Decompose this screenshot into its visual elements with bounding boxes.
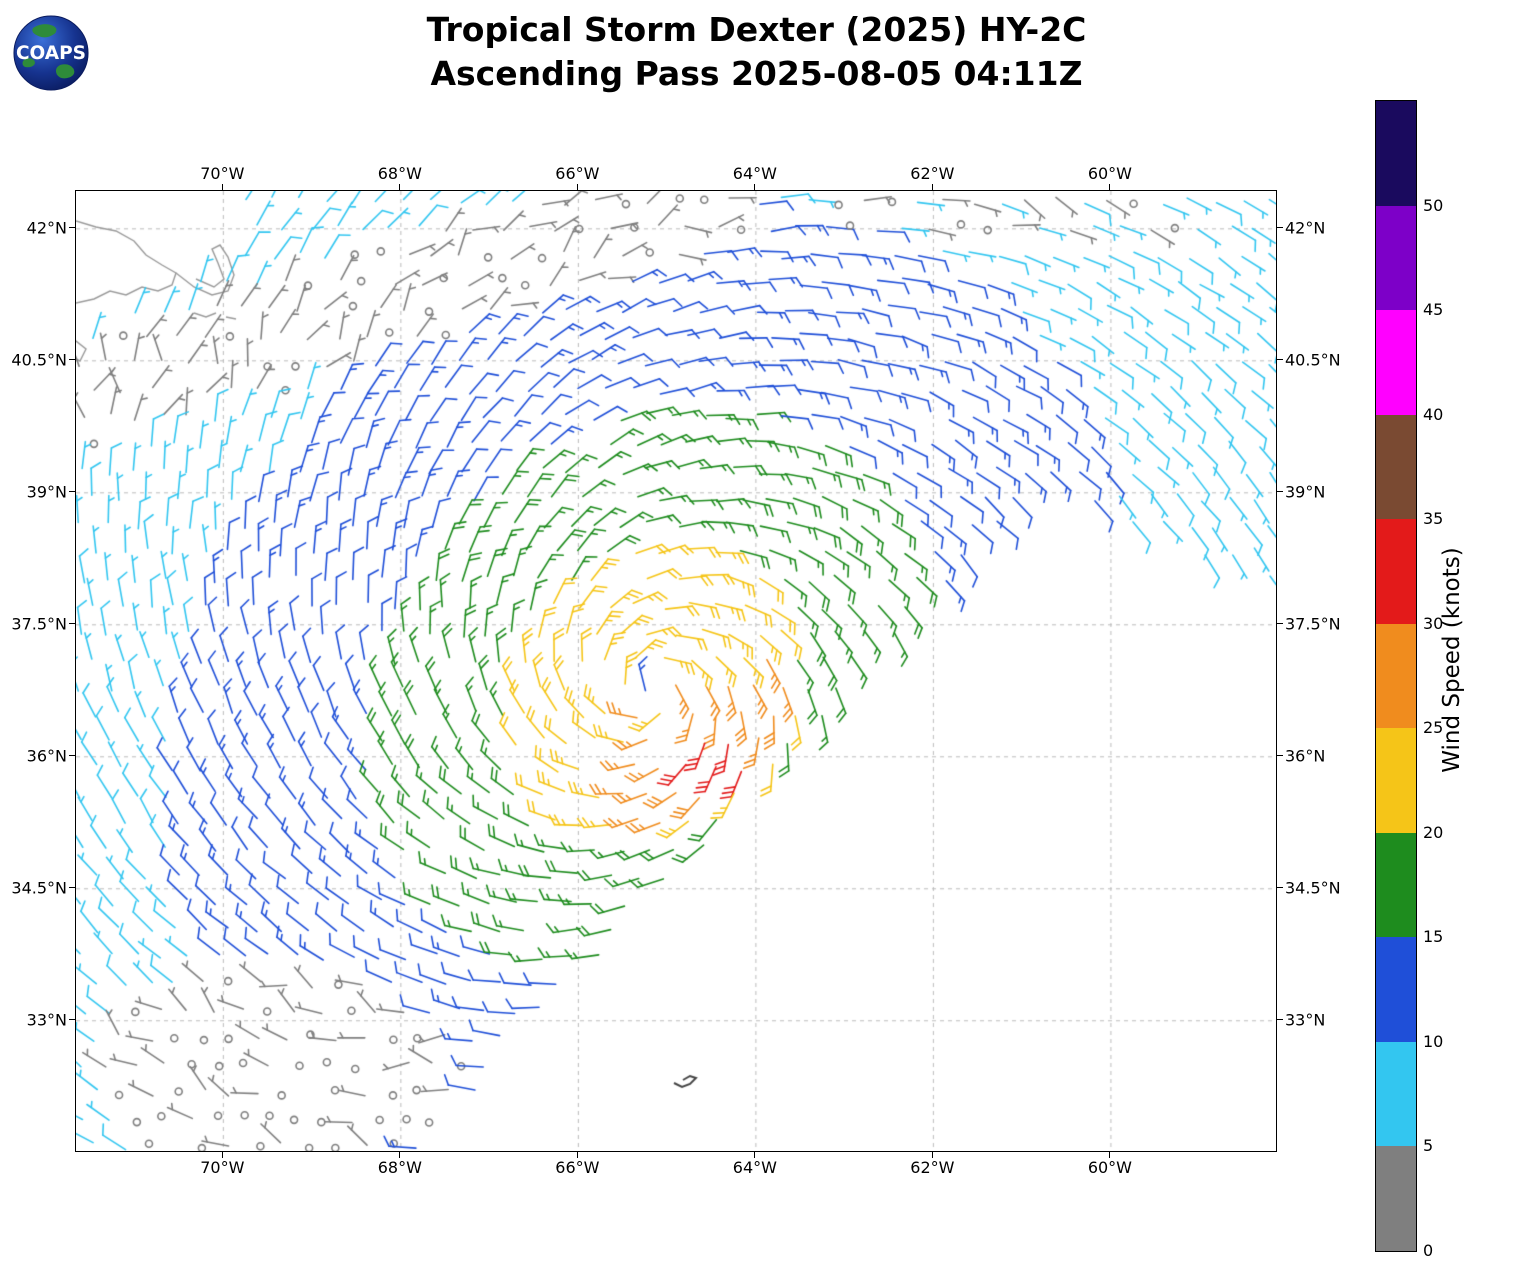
axis-tick-label: 62°W [910,164,955,183]
colorbar-segment [1376,1146,1416,1251]
coaps-logo: COAPS [13,15,89,91]
axis-tick-mark [1109,1152,1111,1158]
colorbar-segment [1376,101,1416,206]
axis-tick-mark [931,184,933,190]
axis-tick-mark [1277,491,1283,493]
colorbar-tick-label: 15 [1423,927,1444,947]
colorbar-tick-label: 30 [1423,613,1444,633]
axis-tick-mark [1277,887,1283,889]
axis-tick-label: 40.5°N [11,350,67,370]
axis-tick-mark [399,184,401,190]
axis-tick-mark [1277,755,1283,757]
axis-tick-mark [754,184,756,190]
colorbar-segment [1376,623,1416,729]
colorbar-tick-label: 40 [1423,404,1444,424]
axis-tick-label: 64°W [732,164,777,183]
axis-tick-mark [221,1152,223,1158]
axis-tick-mark [1277,623,1283,625]
axis-tick-label: 66°W [555,164,600,183]
colorbar-segment [1376,414,1416,520]
axis-tick-mark [1109,184,1111,190]
wind-barb-canvas [76,191,1276,1151]
axis-tick-label: 36°N [26,746,67,766]
axis-tick-label: 36°N [1285,746,1326,766]
axis-tick-mark [1277,227,1283,229]
colorbar-tick-label: 25 [1423,718,1444,738]
logo-text: COAPS [16,43,86,64]
axis-tick-label: 42°N [26,218,67,238]
axis-tick-mark [1277,1019,1283,1021]
axis-tick-label: 66°W [555,1158,600,1177]
axis-tick-mark [69,1019,75,1021]
colorbar-segment [1376,519,1416,624]
axis-tick-label: 64°W [732,1158,777,1177]
axis-tick-label: 37.5°N [11,614,67,634]
axis-tick-mark [221,184,223,190]
colorbar-tick-label: 20 [1423,822,1444,842]
colorbar-tick-label: 35 [1423,509,1444,529]
axis-tick-mark [69,359,75,361]
chart-title-line2: Ascending Pass 2025-08-05 04:11Z [430,53,1083,93]
colorbar-tick-label: 0 [1423,1241,1434,1260]
axis-tick-mark [69,755,75,757]
axis-tick-label: 68°W [377,1158,422,1177]
axis-tick-label: 68°W [377,164,422,183]
axis-tick-label: 40.5°N [1285,350,1341,370]
axis-tick-mark [1277,359,1283,361]
axis-tick-label: 33°N [1285,1010,1326,1030]
colorbar-tick-label: 45 [1423,300,1444,320]
colorbar-tick-label: 10 [1423,1031,1444,1051]
axis-tick-mark [754,1152,756,1158]
axis-tick-mark [931,1152,933,1158]
axis-tick-label: 60°W [1087,1158,1132,1177]
axis-tick-label: 39°N [1285,482,1326,502]
chart-title: Tropical Storm Dexter (2025) HY-2C Ascen… [0,8,1513,95]
colorbar-axis-label: Wind Speed (knots) [1439,547,1465,773]
axis-tick-mark [69,623,75,625]
axis-tick-mark [69,227,75,229]
axis-tick-label: 34.5°N [11,878,67,898]
axis-tick-label: 70°W [200,164,245,183]
axis-tick-label: 70°W [200,1158,245,1177]
chart-title-line1: Tropical Storm Dexter (2025) HY-2C [426,10,1087,49]
colorbar-tick-label: 5 [1423,1136,1434,1156]
axis-tick-mark [69,887,75,889]
axis-tick-mark [399,1152,401,1158]
axis-tick-mark [69,491,75,493]
map-panel [75,190,1277,1152]
axis-tick-label: 34.5°N [1285,878,1341,898]
axis-tick-mark [576,184,578,190]
axis-tick-label: 37.5°N [1285,614,1341,634]
axis-tick-label: 33°N [26,1010,67,1030]
colorbar [1375,100,1417,1252]
colorbar-segment [1376,310,1416,415]
axis-tick-label: 60°W [1087,164,1132,183]
colorbar-tick-label: 50 [1423,195,1444,215]
axis-tick-mark [576,1152,578,1158]
colorbar-segment [1376,832,1416,938]
axis-tick-label: 39°N [26,482,67,502]
colorbar-segment [1376,937,1416,1042]
axis-tick-label: 62°W [910,1158,955,1177]
colorbar-segment [1376,1041,1416,1147]
axis-tick-label: 42°N [1285,218,1326,238]
colorbar-segment [1376,205,1416,311]
colorbar-segment [1376,728,1416,833]
